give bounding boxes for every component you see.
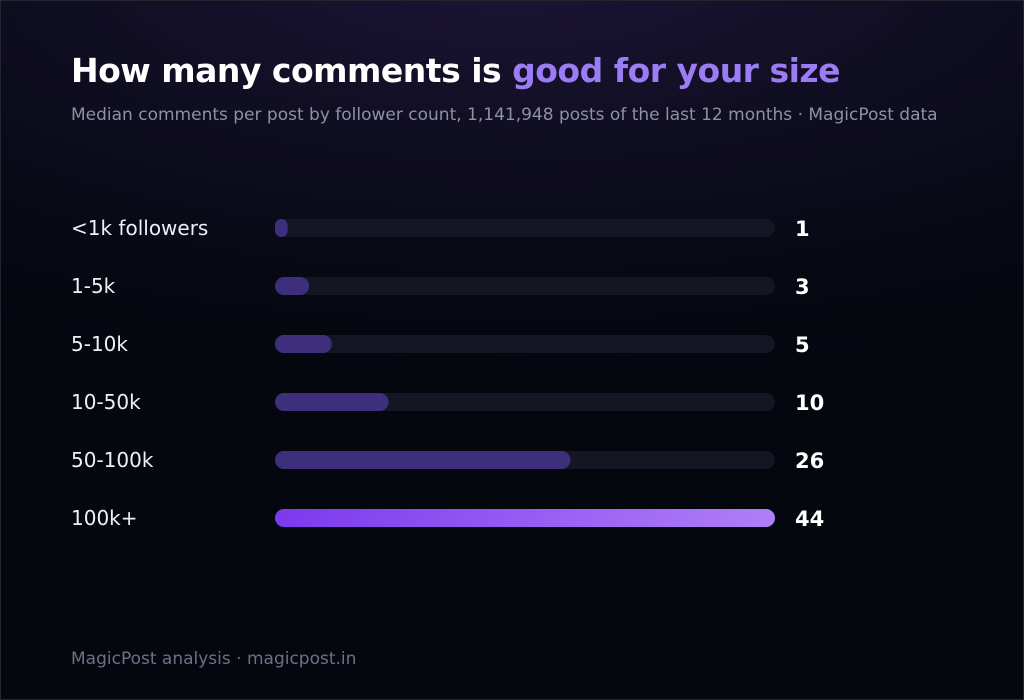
bar-track [275,219,775,237]
footer-credit: MagicPost analysis · magicpost.in [71,649,357,669]
category-label: 1-5k [71,274,116,298]
value-label: 44 [795,507,824,531]
chart-title: How many comments is good for your size [71,51,840,90]
chart-subtitle: Median comments per post by follower cou… [71,105,938,125]
title-accent: good for your size [512,51,840,90]
value-label: 5 [795,333,810,357]
bar [275,219,288,237]
category-label: 100k+ [71,506,138,530]
bar [275,509,775,527]
bar-track [275,335,775,353]
bars-group: <1k followers 1 1-5k 3 5-10k 5 10-50k 10 50-100k… [71,216,824,531]
value-label: 26 [795,449,824,473]
category-label: 50-100k [71,448,154,472]
category-label: 10-50k [71,390,141,414]
bar-track [275,277,775,295]
bar [275,277,310,295]
value-label: 3 [795,275,810,299]
bar [275,451,571,469]
bar [275,335,332,353]
category-label: <1k followers [71,216,208,240]
category-label: 5-10k [71,332,128,356]
bar [275,393,389,411]
value-label: 10 [795,391,824,415]
value-label: 1 [795,217,810,241]
title-main: How many comments is [71,51,513,90]
bar-track [275,393,775,411]
